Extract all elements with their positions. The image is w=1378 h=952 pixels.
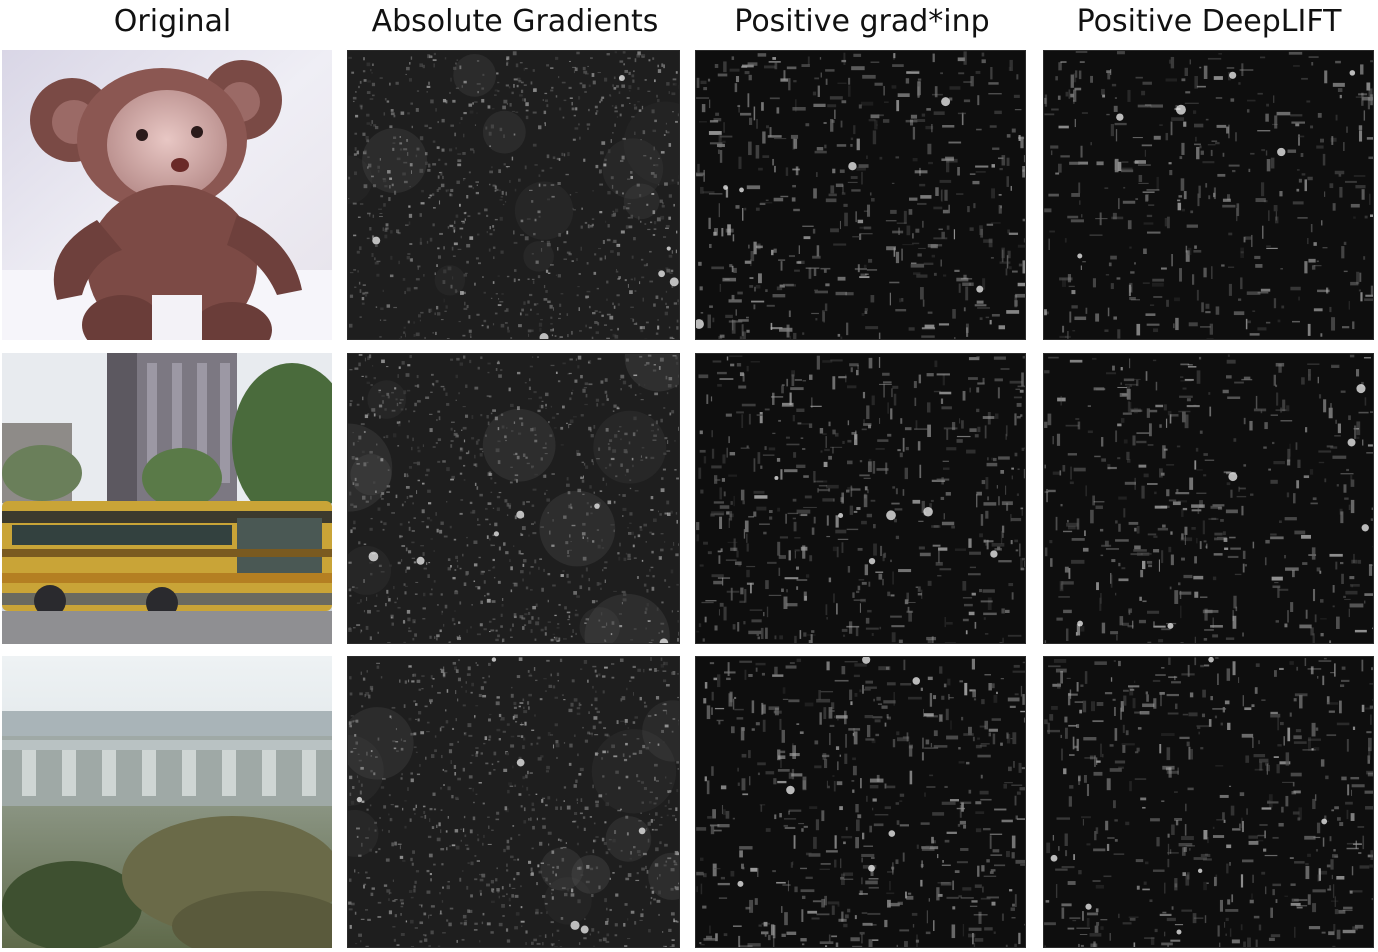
absolute-gradients-map-bridge-landscape (347, 656, 680, 948)
positive-grad-inp-map-teddy-bear (695, 50, 1026, 340)
original-image-school-bus (2, 353, 332, 644)
positive-deeplift-map-school-bus (1043, 353, 1374, 644)
positive-grad-inp-map-bridge-landscape (695, 656, 1026, 948)
original-image-bridge-landscape (2, 656, 332, 948)
column-title-positive-grad-inp: Positive grad*inp (734, 4, 990, 39)
positive-grad-inp-map-school-bus (695, 353, 1026, 644)
original-image-teddy-bear (2, 50, 332, 340)
positive-deeplift-map-bridge-landscape (1043, 656, 1374, 948)
absolute-gradients-map-school-bus (347, 353, 680, 644)
column-title-positive-deeplift: Positive DeepLIFT (1076, 4, 1342, 39)
column-title-original: Original (113, 4, 232, 39)
absolute-gradients-map-teddy-bear (347, 50, 680, 340)
column-title-absolute-gradients: Absolute Gradients (371, 4, 659, 39)
positive-deeplift-map-teddy-bear (1043, 50, 1374, 340)
